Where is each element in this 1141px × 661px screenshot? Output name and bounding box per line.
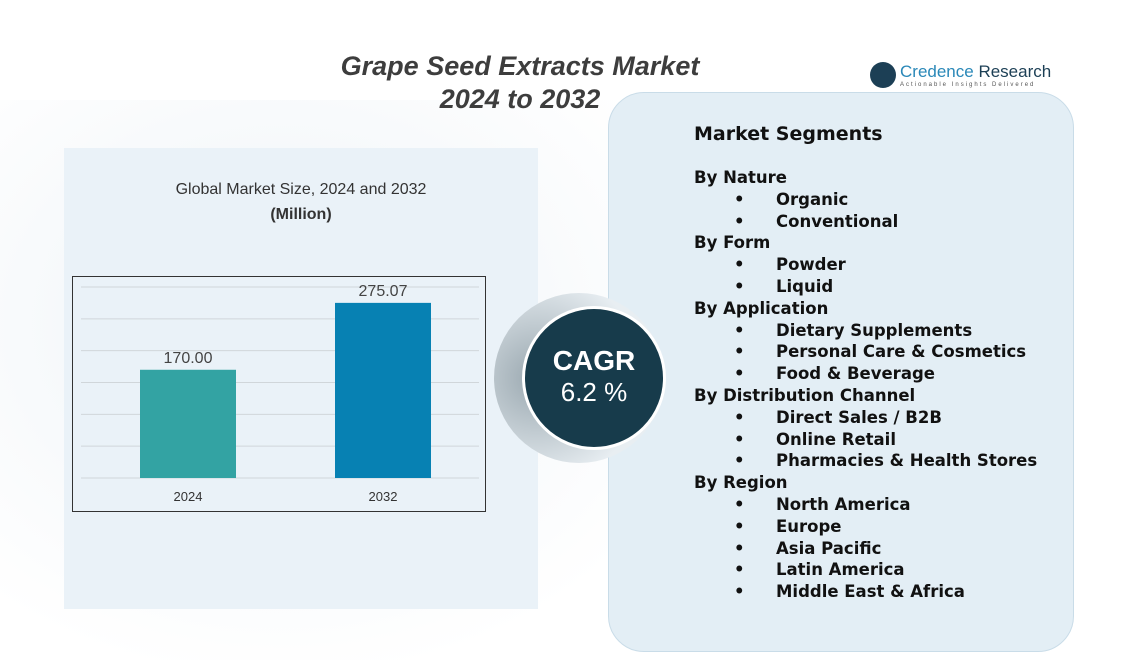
segment-item-label: North America [776,494,911,514]
logo-name-1: Credence [900,62,974,81]
data-label: 275.07 [359,283,408,300]
logo-tagline: Actionable Insights Delivered [900,82,1036,88]
segment-item-label: Conventional [776,211,899,231]
cagr-value: 6.2 % [560,377,628,407]
title-line-1: Grape Seed Extracts Market [340,51,700,81]
segment-item: Personal Care & Cosmetics [694,341,1037,363]
segment-item: Pharmacies & Health Stores [694,450,1037,472]
segment-category: By Nature [694,168,787,187]
logo-icon [870,62,896,88]
title-line-2: 2024 to 2032 [439,84,601,114]
segment-item: Latin America [694,559,1037,581]
segment-item-label: Organic [776,189,849,209]
segment-item-label: Powder [776,255,846,275]
segment-item-label: Asia Pacific [776,538,882,558]
segment-item: Powder [694,254,1037,276]
segment-item: Liquid [694,276,1037,298]
cagr-badge: CAGR 6.2 % [522,306,666,450]
segment-item-label: Europe [776,516,842,536]
segment-item: North America [694,494,1037,516]
page-title: Grape Seed Extracts Market 2024 to 2032 [300,50,740,116]
segment-category: By Form [694,233,771,253]
segment-category: By Distribution Channel [694,385,916,405]
segment-item-label: Middle East & Africa [776,582,965,602]
chart-unit: (Million) [270,206,332,223]
segment-item: Online Retail [694,429,1037,451]
chart-title: Global Market Size, 2024 and 2032 (Milli… [64,177,538,227]
chart-title-text: Global Market Size, 2024 and 2032 [175,181,427,198]
bar-2032 [335,302,431,478]
segment-category: By Application [694,298,829,318]
segment-item-label: Online Retail [776,429,896,449]
market-segments: Market Segments By Nature OrganicConventi… [694,123,1037,603]
segment-item-label: Pharmacies & Health Stores [776,451,1038,471]
segment-item: Organic [694,189,1037,211]
segment-item-label: Dietary Supplements [776,320,973,340]
segment-category: By Region [694,473,788,493]
credence-logo: Credence Research Actionable Insights De… [870,62,1051,88]
segment-item: Middle East & Africa [694,581,1037,603]
segment-item-label: Direct Sales / B2B [776,407,942,427]
data-label: 170.00 [164,350,213,367]
x-tick-label: 2024 [174,489,203,504]
segment-item-label: Liquid [776,276,834,296]
segment-item: Dietary Supplements [694,320,1037,342]
segment-item: Asia Pacific [694,538,1037,560]
bar-chart: 170.00 2024 275.07 2032 [72,276,486,512]
segment-item-label: Latin America [776,560,905,580]
segment-item-label: Personal Care & Cosmetics [776,342,1027,362]
segment-item: Direct Sales / B2B [694,407,1037,429]
segment-item: Conventional [694,211,1037,233]
segment-item: Europe [694,516,1037,538]
segment-item: Food & Beverage [694,363,1037,385]
segments-heading: Market Segments [694,123,883,145]
cagr-label: CAGR [552,345,636,376]
bar-chart-svg: 170.00 2024 275.07 2032 [81,283,479,504]
segment-item-label: Food & Beverage [776,364,935,384]
x-tick-label: 2032 [369,489,398,504]
bar-2024 [140,369,236,478]
logo-name-2: Research [973,62,1052,81]
